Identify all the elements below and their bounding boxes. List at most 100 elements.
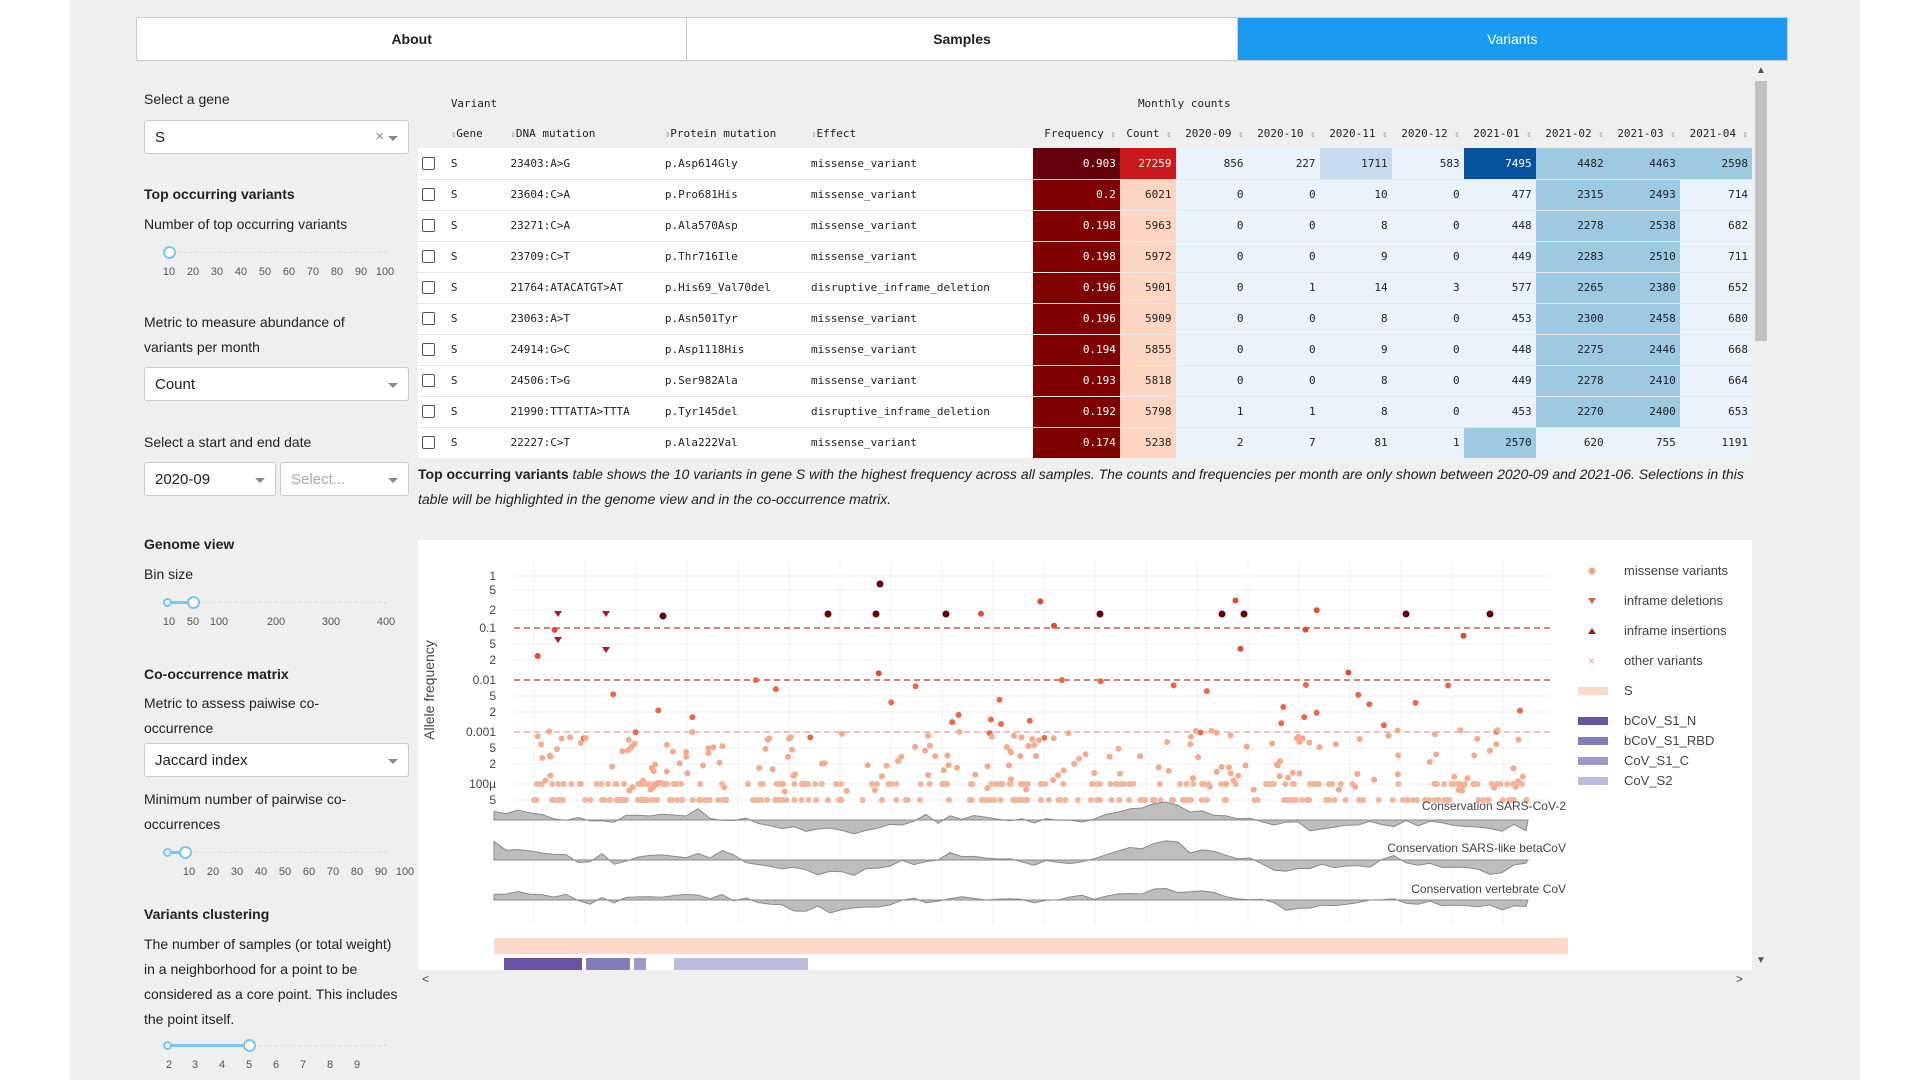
row-checkbox[interactable]: [422, 405, 435, 419]
sort-icon[interactable]: ⇕: [1598, 129, 1604, 140]
slider-handle-min[interactable]: [163, 848, 172, 857]
variant-point[interactable]: [1006, 762, 1012, 769]
variant-point[interactable]: [568, 781, 575, 787]
variant-point[interactable]: [1050, 735, 1057, 742]
variant-point[interactable]: [1062, 797, 1069, 803]
variant-point[interactable]: [1213, 768, 1220, 775]
variant-point[interactable]: [922, 747, 929, 754]
clear-icon[interactable]: ×: [375, 128, 384, 145]
variant-point[interactable]: [652, 761, 658, 768]
variant-point[interactable]: [1451, 773, 1458, 780]
variant-point[interactable]: [1155, 764, 1162, 771]
variant-point[interactable]: [721, 784, 728, 791]
variant-point[interactable]: [1096, 610, 1104, 618]
variant-point[interactable]: [1197, 729, 1204, 736]
clustering-slider[interactable]: 2 3 4 5 6 7 8 9: [163, 1038, 387, 1071]
variant-point[interactable]: [1394, 727, 1401, 734]
variant-point[interactable]: [663, 741, 670, 748]
domain-cov-s2[interactable]: [674, 958, 808, 970]
variant-point[interactable]: [932, 753, 939, 760]
row-checkbox[interactable]: [422, 250, 435, 264]
variant-point[interactable]: [801, 781, 808, 787]
variant-point[interactable]: [604, 781, 611, 787]
variant-point[interactable]: [1315, 781, 1322, 787]
chevron-down-icon[interactable]: [255, 478, 265, 483]
cooc-metric-select[interactable]: Jaccard index: [144, 743, 409, 777]
variant-point[interactable]: [1076, 755, 1083, 762]
tab-samples[interactable]: Samples: [687, 18, 1238, 60]
variant-point[interactable]: [1107, 781, 1114, 787]
variant-point[interactable]: [1157, 797, 1164, 803]
scroll-down-icon[interactable]: ▼: [1756, 955, 1766, 966]
variant-point[interactable]: [1366, 701, 1373, 708]
variant-point[interactable]: [1137, 797, 1144, 803]
sort-icon[interactable]: ⇕: [1742, 129, 1748, 140]
variant-point[interactable]: [546, 728, 553, 735]
variant-point[interactable]: [1042, 781, 1049, 787]
variant-point[interactable]: [1082, 751, 1089, 758]
variant-point[interactable]: [1237, 645, 1244, 652]
vertical-scrollbar[interactable]: ▲ ▼: [1752, 65, 1770, 1080]
scroll-left-icon[interactable]: <: [422, 972, 430, 986]
variant-point[interactable]: [558, 735, 565, 742]
variant-point[interactable]: [1050, 777, 1057, 783]
variant-point[interactable]: [1006, 781, 1013, 787]
variant-point[interactable]: [893, 781, 900, 787]
variant-point[interactable]: [766, 735, 773, 742]
variant-point[interactable]: [1269, 740, 1276, 747]
variant-point[interactable]: [1523, 797, 1530, 803]
variant-point[interactable]: [1074, 797, 1081, 803]
variant-point[interactable]: [1232, 597, 1239, 604]
variant-point[interactable]: [1519, 781, 1526, 787]
tab-variants[interactable]: Variants: [1237, 18, 1787, 60]
variant-point[interactable]: [1188, 797, 1194, 803]
variant-point[interactable]: [955, 711, 962, 718]
variant-point[interactable]: [1071, 760, 1078, 767]
variant-point[interactable]: [1243, 743, 1250, 750]
variant-point[interactable]: [1113, 781, 1120, 787]
table-row[interactable]: S 23709:C>T p.Thr716Ile missense_variant 0.1…: [418, 241, 1752, 273]
variant-point[interactable]: [538, 741, 545, 748]
variant-point[interactable]: [875, 670, 882, 677]
legend-label[interactable]: CoV_S2: [1624, 773, 1672, 788]
variant-point[interactable]: [1493, 781, 1500, 787]
variant-point[interactable]: [723, 797, 730, 803]
variant-point[interactable]: [609, 763, 616, 770]
end-date-select[interactable]: Select...: [280, 462, 409, 496]
table-row[interactable]: S 24914:G>C p.Asp1118His missense_variant 0.…: [418, 334, 1752, 366]
variant-point[interactable]: [702, 797, 709, 803]
sort-icon[interactable]: ⇕: [1526, 129, 1532, 140]
variant-point[interactable]: [560, 781, 567, 787]
table-row[interactable]: S 23403:A>G p.Asp614Gly missense_variant 0.9…: [418, 148, 1752, 180]
variant-point[interactable]: [593, 781, 600, 787]
variant-point[interactable]: [754, 797, 761, 803]
variant-point[interactable]: [1394, 771, 1401, 778]
variant-point[interactable]: [1329, 781, 1336, 787]
variant-point[interactable]: [1289, 769, 1296, 776]
variant-point[interactable]: [750, 797, 756, 803]
variant-point[interactable]: [1023, 786, 1030, 793]
column-header[interactable]: 2021-04 ⇕: [1679, 118, 1752, 148]
variant-point[interactable]: [1506, 797, 1513, 803]
variant-point[interactable]: [659, 612, 667, 620]
variant-point[interactable]: [1205, 781, 1212, 787]
variant-point[interactable]: [716, 759, 723, 766]
variant-point[interactable]: [719, 743, 726, 750]
variant-point[interactable]: [1251, 797, 1258, 803]
variant-point[interactable]: [926, 742, 933, 749]
variant-point[interactable]: [1337, 781, 1344, 787]
variant-point[interactable]: [1226, 764, 1232, 771]
variant-point[interactable]: [988, 733, 995, 740]
sort-icon[interactable]: ⇕: [1166, 129, 1172, 140]
sort-icon[interactable]: ⇕: [1310, 129, 1316, 140]
variant-point[interactable]: [1011, 732, 1017, 739]
variant-point[interactable]: [1060, 781, 1067, 787]
gene-select[interactable]: S ×: [144, 120, 409, 154]
variant-point[interactable]: [625, 736, 632, 743]
variant-point[interactable]: [926, 781, 933, 787]
variant-point[interactable]: [542, 777, 549, 784]
variant-point[interactable]: [775, 797, 782, 803]
variant-point[interactable]: [893, 797, 900, 803]
variant-point[interactable]: [1177, 781, 1183, 787]
variant-point[interactable]: [1203, 688, 1210, 695]
